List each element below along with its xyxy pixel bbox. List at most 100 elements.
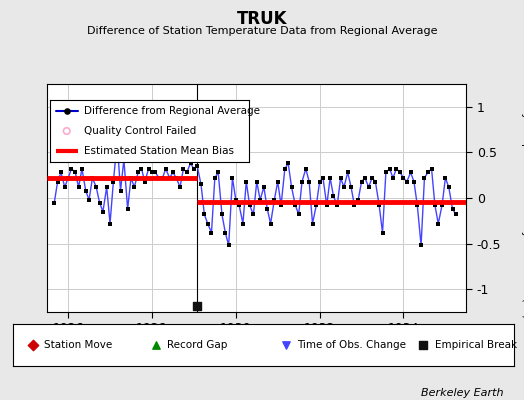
- Point: [260, 184, 268, 190]
- Text: Station Move: Station Move: [44, 340, 112, 350]
- Point: [61, 184, 69, 190]
- Point: [124, 206, 132, 212]
- Point: [333, 202, 342, 208]
- Point: [50, 199, 59, 206]
- Point: [396, 169, 405, 176]
- Point: [187, 160, 195, 166]
- Point: [88, 175, 96, 181]
- Point: [449, 206, 457, 212]
- Point: [277, 202, 285, 208]
- Point: [232, 197, 240, 203]
- Point: [140, 178, 149, 185]
- Point: [361, 175, 369, 181]
- Point: [74, 184, 83, 190]
- Point: [130, 184, 138, 190]
- Point: [402, 178, 411, 185]
- Point: [281, 166, 289, 172]
- Text: Time of Obs. Change: Time of Obs. Change: [297, 340, 406, 350]
- Point: [193, 302, 201, 309]
- Point: [420, 175, 429, 181]
- Point: [305, 178, 313, 185]
- Point: [78, 166, 86, 172]
- Point: [365, 184, 373, 190]
- Point: [434, 220, 442, 227]
- Point: [326, 175, 334, 181]
- Point: [109, 178, 117, 185]
- Point: [386, 166, 394, 172]
- Point: [197, 181, 205, 188]
- Point: [221, 230, 230, 236]
- Point: [113, 138, 122, 145]
- Point: [208, 230, 216, 236]
- Text: Difference from Regional Average: Difference from Regional Average: [84, 106, 259, 116]
- Point: [266, 220, 275, 227]
- Point: [85, 197, 93, 203]
- Point: [419, 342, 428, 348]
- Point: [158, 175, 167, 181]
- Point: [119, 156, 128, 163]
- Text: Estimated Station Mean Bias: Estimated Station Mean Bias: [84, 146, 234, 156]
- Point: [350, 202, 358, 208]
- Point: [228, 175, 237, 181]
- Point: [428, 166, 436, 172]
- Point: [148, 169, 156, 176]
- Point: [381, 169, 390, 176]
- Point: [281, 342, 290, 348]
- Point: [62, 128, 71, 134]
- Point: [200, 211, 209, 218]
- Point: [417, 242, 425, 249]
- Point: [193, 163, 201, 169]
- Point: [407, 169, 415, 176]
- Point: [182, 169, 191, 176]
- Point: [235, 202, 243, 208]
- Point: [347, 184, 355, 190]
- Point: [344, 169, 352, 176]
- Point: [62, 108, 71, 114]
- Point: [106, 220, 114, 227]
- Y-axis label: Monthly Temperature Anomaly Difference (°C): Monthly Temperature Anomaly Difference (…: [521, 77, 524, 319]
- Point: [176, 184, 184, 190]
- Point: [410, 178, 418, 185]
- Point: [211, 175, 219, 181]
- Point: [67, 166, 75, 172]
- Point: [413, 202, 421, 208]
- Point: [287, 184, 296, 190]
- Point: [392, 166, 400, 172]
- Point: [375, 202, 384, 208]
- Point: [190, 166, 198, 172]
- Point: [340, 184, 348, 190]
- Text: Difference of Station Temperature Data from Regional Average: Difference of Station Temperature Data f…: [87, 26, 437, 36]
- Point: [161, 166, 170, 172]
- Point: [253, 178, 261, 185]
- Text: TRUK: TRUK: [237, 10, 287, 28]
- Point: [245, 202, 254, 208]
- Point: [431, 202, 439, 208]
- Point: [423, 169, 432, 176]
- Point: [239, 220, 247, 227]
- Point: [103, 184, 111, 190]
- Text: Quality Control Failed: Quality Control Failed: [84, 126, 196, 136]
- Point: [298, 178, 306, 185]
- Point: [218, 211, 226, 218]
- Point: [151, 342, 160, 348]
- Point: [151, 169, 159, 176]
- Point: [284, 160, 292, 166]
- Point: [357, 178, 366, 185]
- Point: [256, 197, 264, 203]
- Point: [166, 175, 174, 181]
- Point: [452, 211, 460, 218]
- Point: [302, 166, 310, 172]
- Point: [214, 169, 222, 176]
- Point: [242, 178, 250, 185]
- Point: [308, 220, 316, 227]
- Point: [172, 175, 180, 181]
- Point: [71, 169, 80, 176]
- Point: [354, 197, 363, 203]
- Point: [134, 169, 143, 176]
- Text: Berkeley Earth: Berkeley Earth: [421, 388, 503, 398]
- Point: [145, 166, 153, 172]
- Point: [155, 175, 163, 181]
- Point: [312, 202, 321, 208]
- Point: [441, 175, 450, 181]
- Point: [270, 197, 279, 203]
